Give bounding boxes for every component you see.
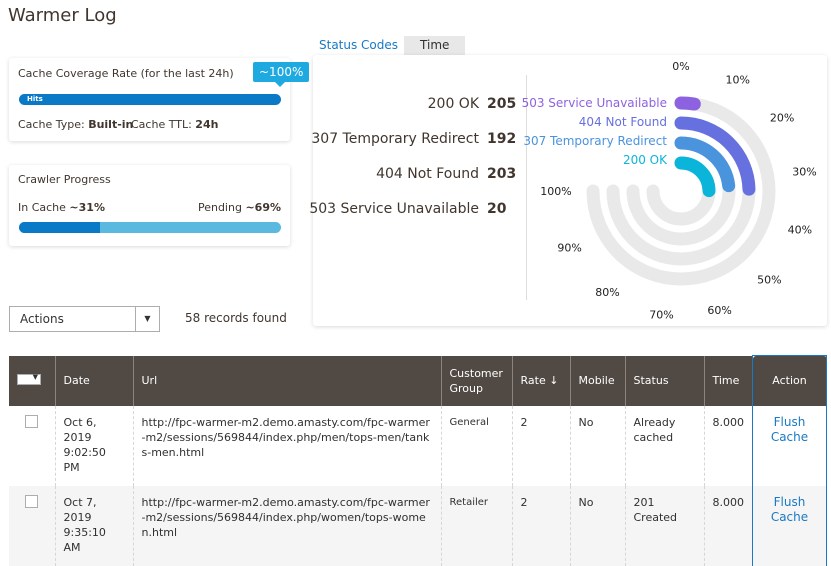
- scale-tick-label: 70%: [649, 308, 673, 321]
- header-time[interactable]: Time: [703, 355, 753, 406]
- cell-status: 201 Created: [624, 485, 704, 566]
- status-count: 192: [487, 131, 517, 147]
- coverage-title: Cache Coverage Rate (for the last 24h): [18, 67, 234, 80]
- coverage-bar: Hits: [19, 94, 281, 105]
- scale-tick-label: 20%: [770, 112, 794, 125]
- flush-cache-link[interactable]: Flush Cache: [770, 414, 809, 444]
- cell-date: Oct 7, 2019 9:35:10 AM: [54, 485, 133, 566]
- header-url[interactable]: Url: [132, 355, 441, 406]
- cell-time: 8.000: [703, 405, 753, 486]
- crawler-progress-card: Crawler Progress In Cache ~31% Pending ~…: [9, 165, 290, 246]
- header-date[interactable]: Date: [54, 355, 133, 406]
- cache-type-value: Built-in: [88, 118, 134, 131]
- radial-bar: [674, 136, 736, 193]
- header-mobile[interactable]: Mobile: [569, 355, 625, 406]
- legend-item: 404 Not Found: [578, 115, 667, 129]
- status-codes-panel: 200 OK 205 307 Temporary Redirect 192 404 No…: [309, 55, 827, 326]
- cell-date: Oct 6, 2019 9:02:50 PM: [54, 405, 133, 486]
- cell-mobile: No: [569, 485, 625, 566]
- legend-item: 307 Temporary Redirect: [523, 134, 667, 148]
- pending-label: Pending: [197, 201, 242, 214]
- tab-time[interactable]: Time: [404, 36, 466, 55]
- table-row: Oct 7, 2019 9:35:10 AM http://fpc-warmer…: [9, 485, 827, 566]
- cache-type-label: Cache Type:: [18, 118, 85, 131]
- status-row: 307 Temporary Redirect 192: [311, 131, 517, 147]
- header-status[interactable]: Status: [624, 355, 704, 406]
- mass-select[interactable]: ▼: [9, 355, 55, 406]
- crawler-bar-fill: [19, 222, 101, 233]
- crawler-title: Crawler Progress: [18, 173, 111, 186]
- pending-value: ~69%: [245, 201, 281, 214]
- ttl-label: Cache TTL:: [131, 118, 192, 131]
- cell-time: 8.000: [703, 485, 753, 566]
- coverage-bar-fill: Hits: [19, 94, 281, 105]
- scale-tick-label: 50%: [757, 273, 781, 286]
- crawler-bar: [19, 222, 281, 233]
- in-cache-value: ~31%: [69, 201, 105, 214]
- legend-item: 200 OK: [622, 153, 667, 167]
- mass-select-checkbox[interactable]: ▼: [17, 373, 41, 385]
- divider: [526, 75, 527, 300]
- status-label: 307 Temporary Redirect: [311, 131, 479, 147]
- status-label: 503 Service Unavailable: [309, 201, 479, 217]
- scale-tick-label: 100%: [540, 185, 571, 198]
- status-count: 20: [487, 201, 507, 217]
- cache-coverage-card: Cache Coverage Rate (for the last 24h) H…: [9, 58, 290, 141]
- records-count: 58 records found: [185, 311, 287, 325]
- scale-tick-label: 80%: [595, 286, 619, 299]
- chart-tabs: Status Codes Time: [313, 36, 466, 55]
- actions-label: Actions: [20, 312, 64, 326]
- header-customer-group[interactable]: Customer Group: [440, 355, 512, 406]
- row-checkbox[interactable]: [25, 494, 39, 508]
- cell-mobile: No: [569, 405, 625, 486]
- scale-tick-label: 90%: [557, 242, 581, 255]
- tab-status-codes[interactable]: Status Codes: [313, 36, 405, 55]
- cell-group: Retailer: [440, 485, 512, 566]
- ttl-value: 24h: [195, 118, 219, 131]
- status-row: 404 Not Found 203: [376, 166, 517, 182]
- coverage-badge: ~100%: [253, 62, 310, 87]
- radial-chart: 0% 10% 20% 30% 40% 50% 60% 70% 80% 90% 100%: [540, 60, 816, 321]
- radial-bar: [674, 116, 756, 196]
- flush-cache-link[interactable]: Flush Cache: [770, 494, 809, 524]
- radial-bar: [674, 156, 716, 198]
- cell-rate: 2: [511, 485, 570, 566]
- radial-track: [586, 96, 776, 286]
- cell-url: http://fpc-warmer-m2.demo.amasty.com/fpc…: [132, 405, 441, 486]
- header-action: Action: [752, 355, 827, 406]
- radial-bar: [674, 96, 701, 111]
- scale-tick-label: 40%: [788, 224, 812, 237]
- log-table: ▼ Date Url Customer Group Rate ↓ Mobile …: [9, 355, 827, 566]
- status-label: 200 OK: [427, 96, 479, 112]
- scale-tick-label: 10%: [726, 74, 750, 87]
- table-row: Oct 6, 2019 9:02:50 PM http://fpc-warmer…: [9, 405, 827, 486]
- page-title: Warmer Log: [8, 5, 117, 26]
- status-count: 203: [487, 166, 517, 182]
- status-label: 404 Not Found: [376, 166, 479, 182]
- legend-item: 503 Service Unavailable: [521, 96, 667, 110]
- row-checkbox[interactable]: [25, 414, 39, 428]
- status-row: 200 OK 205: [428, 96, 517, 112]
- cell-url: http://fpc-warmer-m2.demo.amasty.com/fpc…: [132, 485, 441, 566]
- cell-group: General: [440, 405, 512, 486]
- chevron-down-icon[interactable]: ▼: [135, 307, 159, 331]
- cell-status: Already cached: [624, 405, 704, 486]
- status-count: 205: [487, 96, 517, 112]
- cell-rate: 2: [511, 405, 570, 486]
- scale-tick-label: 60%: [707, 304, 731, 317]
- header-rate[interactable]: Rate ↓: [511, 355, 570, 406]
- scale-tick-label: 0%: [672, 60, 689, 73]
- in-cache-label: In Cache: [18, 201, 66, 214]
- actions-select[interactable]: Actions ▼: [9, 306, 160, 332]
- status-row: 503 Service Unavailable 20: [309, 201, 517, 217]
- scale-tick-label: 30%: [792, 165, 816, 178]
